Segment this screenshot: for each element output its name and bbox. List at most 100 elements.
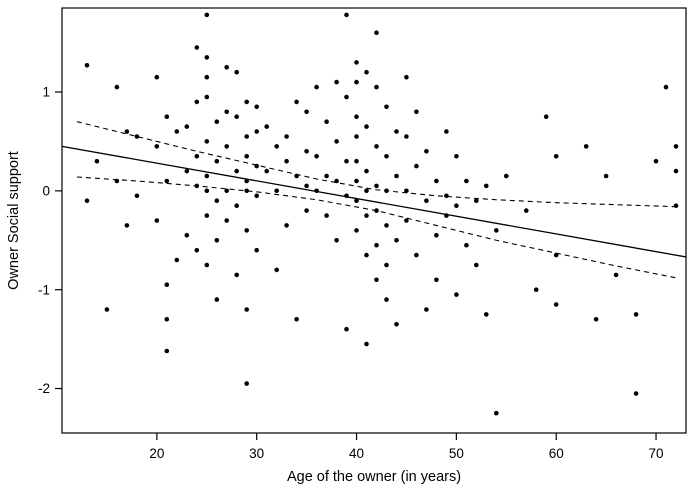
data-point [244,188,249,194]
data-point [314,188,319,194]
x-axis-title: Age of the owner (in years) [287,469,461,485]
data-point [374,277,379,283]
data-point [384,154,389,159]
data-point [434,233,439,238]
data-point [633,391,639,396]
data-point [224,65,229,70]
data-point [524,208,529,213]
data-point [114,84,120,90]
data-point [474,262,479,268]
data-point [184,124,190,129]
data-point [184,233,190,238]
data-point [234,168,239,174]
data-point [214,297,220,302]
data-point [234,203,239,208]
data-point [294,173,299,179]
data-point [154,144,160,149]
y-tick-label: 0 [42,184,50,199]
data-point [244,307,249,312]
data-point [194,154,200,159]
data-point [234,272,239,278]
data-point [364,168,369,174]
data-point [244,381,249,386]
data-point [164,317,170,322]
data-point [214,238,220,243]
data-point [364,213,369,218]
data-point [374,144,379,149]
data-point [124,129,130,134]
data-point [114,178,120,184]
y-tick-label: -1 [38,282,50,297]
data-point [204,173,210,179]
data-point [214,198,220,203]
data-point [354,198,359,203]
data-point [314,84,319,90]
data-point [244,154,249,159]
data-point [234,114,239,119]
data-point [174,257,180,263]
data-point [364,124,369,129]
data-point [244,99,249,105]
data-point [424,307,429,312]
data-point [294,99,299,105]
data-point [583,144,589,149]
data-point [204,94,210,100]
data-point [184,168,190,174]
data-point [394,238,399,243]
x-tick-label: 60 [549,446,564,461]
data-point [344,193,349,199]
data-point [404,74,409,80]
data-point [384,297,389,302]
data-point [244,134,249,139]
plot-border [61,7,687,434]
data-point [214,158,220,164]
data-point [254,193,259,199]
data-point [254,104,259,110]
data-point [364,341,369,347]
data-point [194,99,200,105]
data-point [484,312,489,317]
data-point [324,213,329,218]
data-point [264,124,270,129]
data-point [384,188,389,194]
data-point [194,247,200,253]
data-point [474,198,479,203]
data-point [124,223,130,228]
data-point [394,129,399,134]
data-point [553,154,559,159]
data-point [374,242,379,248]
data-point [244,228,249,233]
data-point [454,292,459,297]
data-point [394,173,399,179]
data-point [274,144,280,149]
data-point [204,139,210,144]
data-point [533,287,539,293]
data-point [424,198,429,203]
data-point [224,218,229,223]
y-tick-label: 1 [42,85,50,100]
data-point [553,302,559,307]
data-point [204,12,210,18]
data-point [204,188,210,194]
data-point [224,109,229,115]
data-point [164,114,170,119]
data-point [593,317,599,322]
data-point [633,312,639,317]
data-point [613,272,619,278]
data-point [344,94,349,100]
data-point [94,158,100,164]
y-tick-label: -2 [38,381,50,396]
data-point [374,30,379,35]
data-point [344,326,349,332]
data-point [364,69,369,75]
data-point [454,203,459,208]
data-point [494,228,499,233]
data-point [234,69,239,75]
data-point [194,45,200,50]
data-point [84,63,90,68]
data-point [354,60,359,65]
data-point [673,144,679,149]
data-point [444,129,449,134]
y-axis-title: Owner Social support [6,151,22,290]
